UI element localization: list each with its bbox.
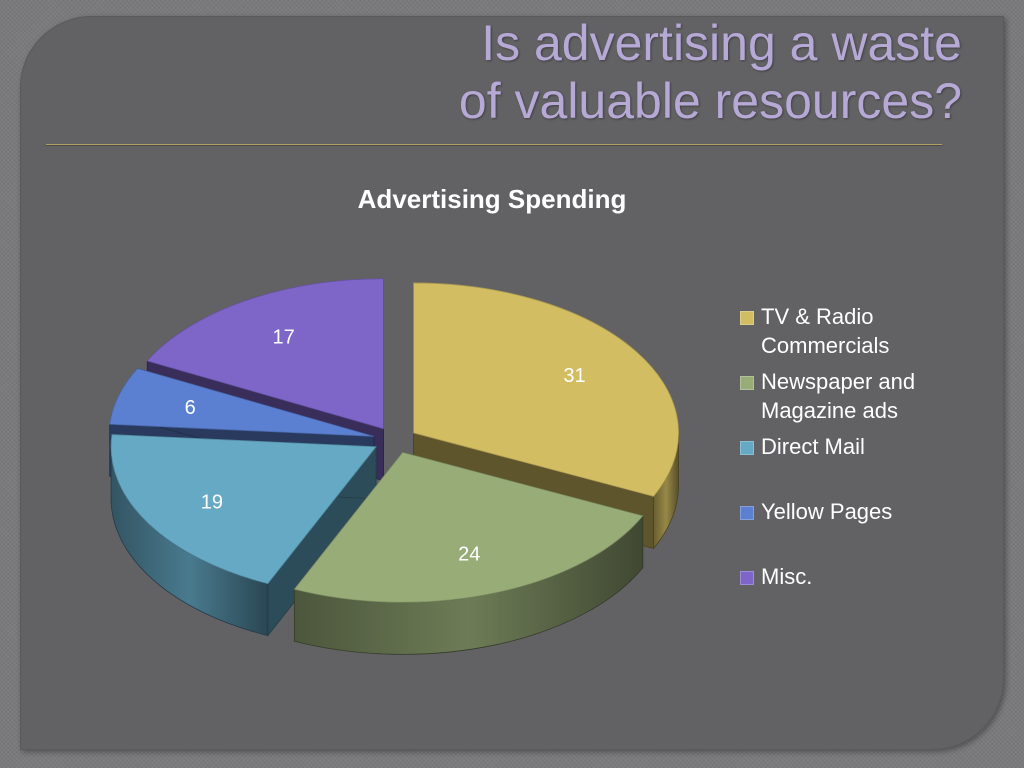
legend-item-yellow-pages: Yellow Pages [740,497,961,526]
slide-title-line-1: Is advertising a waste [481,15,962,71]
data-label-newspaper: 24 [458,544,480,566]
legend-label-newspaper: Newspaper and Magazine ads [761,369,916,423]
legend-label-yellow-pages: Yellow Pages [761,499,893,524]
data-label-direct-mail: 19 [201,492,223,514]
legend-item-misc: Misc. [740,562,961,591]
legend-item-tv-radio: TV & Radio Commercials [740,302,961,360]
legend-label-tv-radio: TV & Radio Commercials [761,304,890,358]
slide-title: Is advertising a waste of valuable resou… [202,14,962,130]
slide-title-line-2: of valuable resources? [458,73,962,129]
legend-swatch-newspaper [740,376,754,390]
legend-label-misc: Misc. [761,564,813,589]
data-label-tv-radio: 31 [563,365,585,387]
data-label-misc: 17 [273,327,295,349]
pie-slice-newspaper [293,451,644,655]
data-label-yellow-pages: 6 [185,397,196,419]
legend-label-direct-mail: Direct Mail [761,434,865,459]
legend-swatch-yellow-pages [740,506,754,520]
title-divider [46,144,942,146]
legend-item-newspaper: Newspaper and Magazine ads [740,367,961,425]
legend-swatch-tv-radio [740,311,754,325]
legend-swatch-misc [740,571,754,585]
legend-item-direct-mail: Direct Mail [740,432,961,461]
legend-swatch-direct-mail [740,441,754,455]
chart-title: Advertising Spending [357,184,627,214]
